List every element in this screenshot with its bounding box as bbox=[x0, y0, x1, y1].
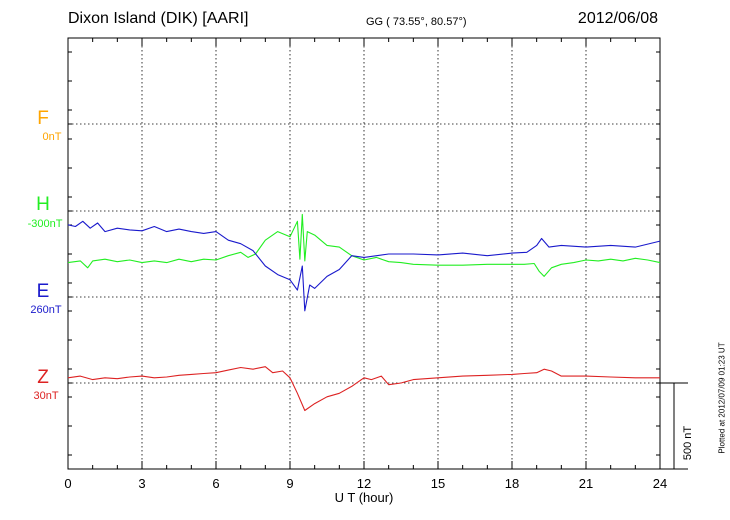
component-baseline-z: 30nT bbox=[33, 390, 59, 402]
scale-bar-label: 500 nT bbox=[682, 425, 694, 461]
component-baseline-e: 260nT bbox=[30, 304, 62, 316]
component-baseline-h: -300nT bbox=[27, 218, 63, 230]
x-tick-label: 21 bbox=[578, 476, 594, 491]
x-tick-label: 6 bbox=[212, 476, 220, 491]
x-tick-label: 3 bbox=[138, 476, 146, 491]
station-coordinates: GG ( 73.55°, 80.57°) bbox=[366, 16, 467, 28]
x-tick-label: 18 bbox=[504, 476, 520, 491]
x-tick-label: 0 bbox=[64, 476, 72, 491]
component-label-e: E bbox=[36, 281, 50, 302]
chart-title: Dixon Island (DIK) [AARI] bbox=[68, 10, 249, 27]
series-line-h bbox=[67, 213, 661, 277]
x-tick-label: 15 bbox=[430, 476, 446, 491]
chart-date: 2012/06/08 bbox=[577, 10, 658, 27]
x-tick-label: 12 bbox=[356, 476, 372, 491]
x-axis-label: U T (hour) bbox=[334, 490, 394, 505]
component-label-h: H bbox=[36, 194, 50, 215]
series-line-e bbox=[67, 220, 661, 312]
series-line-z bbox=[67, 366, 660, 412]
component-baseline-f: 0nT bbox=[42, 131, 62, 143]
component-label-z: Z bbox=[37, 367, 49, 388]
x-tick-label: 9 bbox=[286, 476, 294, 491]
x-tick-label: 24 bbox=[652, 476, 668, 491]
plotted-timestamp: Plotted at 2012/07/09 01:23 UT bbox=[717, 342, 727, 454]
component-label-f: F bbox=[37, 108, 49, 129]
